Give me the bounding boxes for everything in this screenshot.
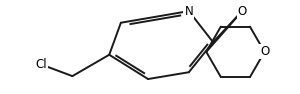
Text: O: O <box>260 45 269 58</box>
Text: N: N <box>184 5 193 18</box>
Text: O: O <box>238 5 247 18</box>
Text: Cl: Cl <box>35 58 47 71</box>
